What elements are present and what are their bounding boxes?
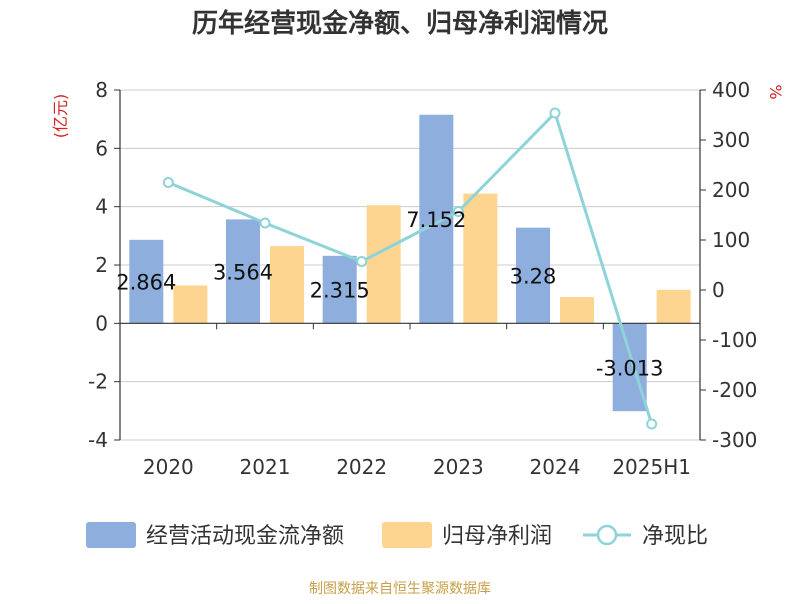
ratio-point	[162, 177, 174, 188]
x-tick-label: 2024	[530, 455, 581, 479]
x-tick-label: 2025H1	[612, 455, 691, 479]
right-tick-label: 300	[712, 128, 750, 152]
netprofit-bar	[656, 289, 691, 324]
cashflow-bar	[226, 219, 260, 324]
chart-title: 历年经营现金净额、归母净利润情况	[192, 8, 608, 39]
data-labels: 2.864 3.564 2.315 7.152 3.28 -3.013	[116, 208, 663, 380]
right-tick-label: -100	[712, 328, 757, 352]
x-tick-label: 2023	[433, 455, 484, 479]
left-tick-label: 0	[95, 311, 108, 335]
cashflow-bar	[419, 114, 454, 324]
cashflow-bar	[612, 323, 647, 412]
netprofit-bar	[463, 193, 498, 324]
right-tick-label: 0	[712, 278, 725, 302]
ratio-point	[356, 256, 368, 267]
legend-swatch-cashflow	[86, 522, 136, 548]
right-tick-label: -300	[712, 428, 757, 452]
right-tick-label: 100	[712, 228, 750, 252]
cashflow-data-label: 2.864	[116, 271, 176, 295]
cashflow-data-label: 3.28	[510, 265, 557, 289]
right-tick-label: 400	[712, 78, 750, 102]
netprofit-bar	[366, 205, 401, 324]
right-axis-unit: %	[766, 84, 785, 99]
cashflow-data-label: 3.564	[213, 260, 273, 284]
left-tick-label: 2	[95, 253, 108, 277]
ratio-point	[646, 418, 658, 430]
legend-label-ratio: 净现比	[642, 524, 708, 549]
bars	[129, 114, 691, 412]
netprofit-bar	[270, 246, 304, 324]
ratio-point	[452, 206, 464, 217]
x-tick-label: 2021	[240, 455, 291, 479]
cashflow-data-label: -3.013	[596, 356, 664, 380]
cashflow-bar	[322, 255, 357, 324]
ratio-point	[549, 107, 561, 119]
right-tick-label: 200	[712, 178, 750, 202]
legend-swatch-netprofit	[382, 522, 432, 548]
netprofit-bar	[173, 285, 208, 324]
legend-label-netprofit: 归母净利润	[442, 524, 552, 549]
grid-lines	[120, 89, 700, 441]
right-tick-label: -200	[712, 378, 757, 402]
left-tick-label: 6	[95, 136, 108, 160]
left-axis-unit: (亿元)	[51, 94, 70, 139]
ratio-line	[162, 107, 658, 430]
left-tick-label: 4	[95, 195, 108, 219]
cashflow-bar	[516, 227, 550, 324]
netprofit-bar	[560, 297, 594, 324]
legend: 经营活动现金流净额 归母净利润 净现比	[86, 522, 708, 549]
cashflow-data-label: 7.152	[406, 208, 466, 232]
x-tick-label: 2022	[336, 455, 387, 479]
ratio-line-path	[167, 110, 654, 425]
legend-label-cashflow: 经营活动现金流净额	[146, 524, 344, 549]
source-note: 制图数据来自恒生聚源数据库	[309, 581, 491, 597]
legend-swatch-ratio-marker	[596, 524, 618, 546]
left-tick-label: -4	[88, 428, 108, 452]
x-tick-label: 2020	[143, 455, 194, 479]
ratio-point	[259, 217, 271, 229]
left-tick-label: 8	[95, 78, 108, 102]
cashflow-data-label: 2.315	[310, 279, 370, 303]
left-tick-label: -2	[88, 370, 108, 394]
cashflow-bar	[129, 239, 164, 324]
axes: -4 -2 0 2 4 6 8 -300 -200 -100 0 100 200 300 400 2020 20…	[51, 78, 785, 479]
